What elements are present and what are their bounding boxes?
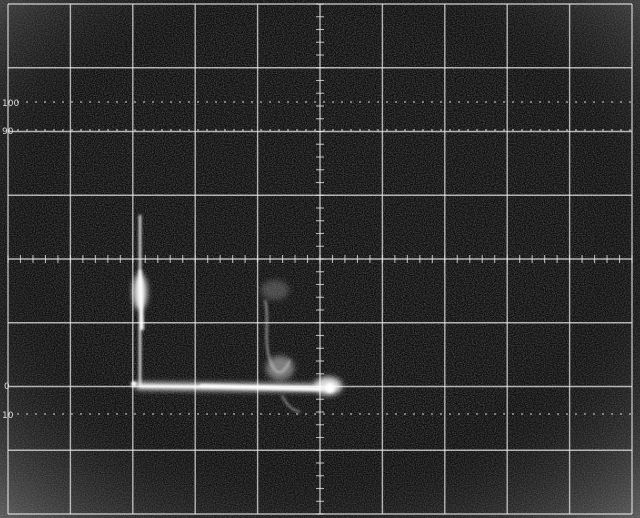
- scale-labels: 100 90 10 0: [2, 99, 19, 421]
- label-10-percent: 10: [2, 411, 14, 421]
- waveform-trace: [131, 215, 342, 413]
- graticule: [7, 3, 633, 515]
- label-90-percent: 90: [2, 127, 14, 137]
- label-0-percent: 0: [4, 382, 10, 392]
- label-100-percent: 100: [2, 99, 19, 109]
